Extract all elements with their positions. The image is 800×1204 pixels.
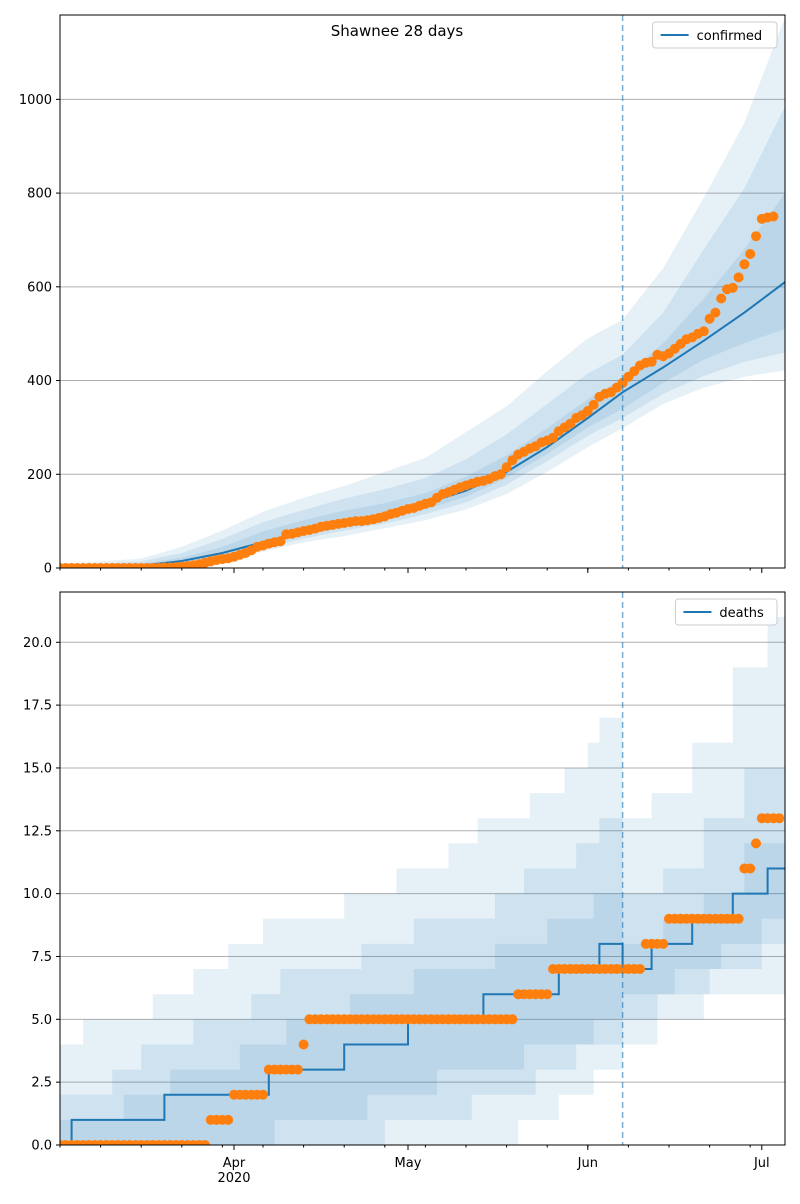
uncertainty-band-3 <box>60 793 785 1145</box>
legend-box <box>674 598 778 626</box>
y-tick-label: 0 <box>44 562 52 577</box>
observed-point <box>780 0 790 5</box>
y-tick-label: 17.5 <box>23 699 52 714</box>
uncertainty-band-1 <box>60 17 785 568</box>
axes-frame <box>59 14 786 569</box>
plot-area <box>60 0 790 1145</box>
observed-point <box>710 307 721 318</box>
legend-label: deaths <box>719 606 764 621</box>
x-tick-label: Jul <box>753 1156 770 1171</box>
uncertainty-band-2 <box>60 717 785 1145</box>
observed-point <box>658 938 669 949</box>
y-tick-label: 12.5 <box>23 824 52 839</box>
legend-box <box>652 21 778 49</box>
observed-point <box>298 1039 309 1050</box>
observed-point <box>501 462 512 473</box>
observed-point <box>768 211 779 222</box>
observed-point <box>745 863 756 874</box>
observed-point <box>698 326 709 337</box>
confirmed-panel: 0 200 400 600 800 1000 confirmed <box>19 0 790 577</box>
figure-title: Shawnee 28 days <box>331 22 464 40</box>
y-tick-label: 200 <box>27 468 52 483</box>
observed-point <box>258 1089 268 1100</box>
observed-point <box>200 1140 210 1145</box>
observed-point <box>646 356 657 367</box>
observed-point <box>548 432 558 443</box>
x-tick-label: Jun <box>577 1156 598 1171</box>
y-tick-label: 10.0 <box>23 887 52 902</box>
y-tick-label: 2.5 <box>31 1076 52 1091</box>
observed-point <box>292 1064 303 1075</box>
y-tick-label: 20.0 <box>23 636 52 651</box>
y-tick-label: 800 <box>27 187 52 202</box>
y-tick-label: 5.0 <box>31 1013 52 1028</box>
observed-point <box>716 293 727 304</box>
y-tick-label: 0.0 <box>31 1139 52 1154</box>
axes-frame <box>59 591 786 1146</box>
x-tick-sublabel: 2020 <box>217 1171 250 1186</box>
observed-point <box>507 1014 518 1025</box>
x-tick-label: Apr <box>223 1156 246 1171</box>
legend-label: confirmed <box>697 29 763 44</box>
observed-point <box>275 536 286 547</box>
y-tick-label: 7.5 <box>31 950 52 965</box>
uncertainty-band-1 <box>60 617 785 1145</box>
observed-point <box>733 272 744 283</box>
observed-point <box>751 231 761 242</box>
observed-point <box>223 1114 234 1125</box>
observed-point <box>635 964 645 974</box>
y-tick-label: 1000 <box>19 93 52 108</box>
observed-point <box>739 259 750 270</box>
observed-point <box>745 249 756 259</box>
observed-point <box>588 399 599 410</box>
observed-point <box>495 469 506 480</box>
plot-area <box>60 0 790 568</box>
uncertainty-band-2 <box>60 106 785 568</box>
observed-point <box>774 0 784 5</box>
observed-point <box>774 813 785 824</box>
y-tick-label: 400 <box>27 374 52 389</box>
observed-point <box>733 913 744 924</box>
observed-point <box>727 282 738 293</box>
x-tick-label: May <box>395 1156 422 1171</box>
observed-point <box>751 838 761 849</box>
observed-point <box>542 989 553 1000</box>
observed-point <box>780 0 790 5</box>
y-tick-label: 15.0 <box>23 761 52 776</box>
y-tick-label: 600 <box>27 280 52 295</box>
